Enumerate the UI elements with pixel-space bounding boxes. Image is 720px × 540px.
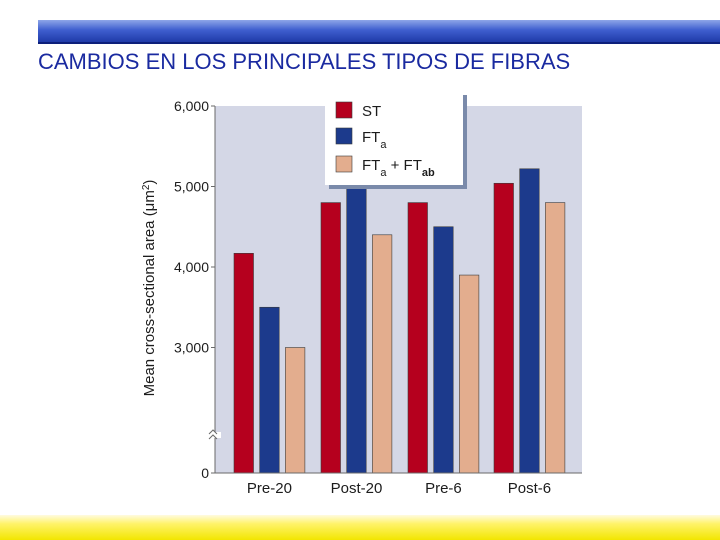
bar-post-6-fta <box>519 168 540 474</box>
bar-pre-20-fta-ftab <box>285 347 306 474</box>
axes-group <box>208 105 582 474</box>
y-tick-label: 0 <box>201 465 209 481</box>
chart-legend: ST FTa FTa + FTab <box>325 91 467 189</box>
x-tick-labels: Pre-20 Post-20 Pre-6 Post-6 <box>247 480 551 497</box>
x-tick-label: Pre-6 <box>425 480 462 497</box>
slide-title: CAMBIOS EN LOS PRINCIPALES TIPOS DE FIBR… <box>38 49 571 74</box>
legend-swatch-st <box>335 101 353 119</box>
bars-group <box>233 168 566 474</box>
bar-post-20-st <box>320 202 341 474</box>
axis-break-mark <box>208 429 218 435</box>
bar-pre-20-st <box>233 253 254 474</box>
y-tick-label: 3,000 <box>174 340 209 356</box>
legend-swatch-fta <box>335 127 353 145</box>
axis-break-gap <box>209 432 221 438</box>
y-axis-title: Mean cross-sectional area (μm2) <box>141 180 159 397</box>
legend-swatch-fta-ftab <box>335 155 353 173</box>
fiber-area-bar-chart: 6,000 5,000 4,000 3,000 0 Pre-20 Post-20 Pre-6… <box>141 91 582 497</box>
footer-accent-bar <box>0 515 720 540</box>
bar-post-6-fta-ftab <box>545 202 566 474</box>
x-tick-label: Post-6 <box>508 480 551 497</box>
bar-pre-20-fta <box>259 306 280 474</box>
y-axis-label: Mean cross-sectional area (μm2) <box>141 180 159 397</box>
bar-post-20-fta <box>346 186 367 474</box>
x-tick-label: Pre-20 <box>247 480 292 497</box>
y-tick-label: 5,000 <box>174 179 209 195</box>
legend-label-fta-ftab: FTa + FTab <box>362 157 435 179</box>
bar-post-20-fta-ftab <box>372 234 393 474</box>
title-accent-bar <box>38 20 720 44</box>
legend-label-fta: FTa <box>362 129 387 151</box>
legend-label-st: ST <box>362 103 381 120</box>
bar-pre-6-st <box>407 202 428 474</box>
bar-post-6-st <box>493 182 514 474</box>
axis-break-mark <box>208 434 218 440</box>
y-tick-label: 4,000 <box>174 259 209 275</box>
y-tick-label: 6,000 <box>174 98 209 114</box>
bar-pre-6-fta-ftab <box>459 274 480 474</box>
y-tick-labels: 6,000 5,000 4,000 3,000 0 <box>174 98 209 481</box>
x-tick-label: Post-20 <box>331 480 383 497</box>
bar-pre-6-fta <box>433 226 454 474</box>
